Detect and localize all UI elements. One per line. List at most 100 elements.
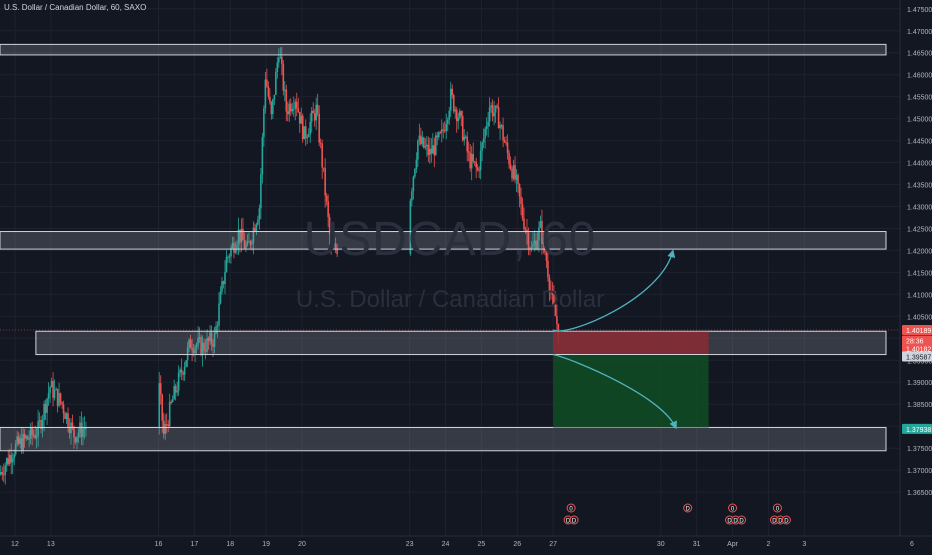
candle-body [460, 111, 463, 116]
candle-body [454, 109, 457, 112]
candle-body [249, 241, 252, 245]
event-marker: D [683, 503, 693, 513]
candle [541, 209, 543, 255]
candle [548, 274, 551, 302]
candle [496, 103, 498, 109]
candle-body [517, 174, 519, 184]
candle [194, 344, 196, 363]
candle [295, 92, 298, 117]
candle [221, 276, 223, 295]
candle [195, 342, 198, 356]
candle-body [185, 360, 187, 367]
candle [437, 131, 440, 140]
candle [284, 81, 286, 102]
candle-body [446, 119, 449, 124]
date-tick-label: Apr [727, 541, 739, 548]
candle-body [285, 89, 288, 112]
date-tick-label: 23 [406, 541, 414, 548]
candle-body [191, 348, 193, 351]
candle-body [56, 388, 59, 406]
candle-body [461, 115, 464, 141]
candle-body [429, 148, 431, 155]
candle-body [194, 347, 196, 354]
candle [301, 113, 304, 143]
candle-body [210, 332, 213, 344]
candle [273, 94, 276, 106]
candle-body [198, 337, 201, 339]
candle-body [261, 137, 264, 175]
candle-body [511, 168, 513, 179]
candle [10, 443, 13, 475]
candle-body [295, 101, 298, 109]
candle-body [73, 426, 75, 438]
price-label-text: 1.40189 [906, 328, 931, 335]
candle-body [171, 399, 174, 403]
candle [494, 105, 497, 123]
candle-body [10, 454, 13, 463]
candle [461, 110, 464, 142]
candle-body [502, 125, 504, 141]
candle [177, 365, 180, 396]
candle-body [325, 195, 328, 202]
candle-body [541, 220, 543, 245]
candle-body [297, 108, 300, 112]
candle [451, 84, 454, 99]
candle-body [445, 123, 448, 132]
candle [25, 434, 27, 442]
candle [49, 385, 51, 403]
candle-body [67, 413, 69, 428]
candle-body [248, 241, 250, 243]
candle-body [275, 71, 277, 95]
candle [5, 457, 8, 472]
date-tick-label: 25 [477, 541, 485, 548]
candle [67, 407, 69, 433]
candle-body [497, 107, 500, 129]
candle-body [34, 434, 36, 438]
candle-body [532, 243, 534, 248]
candle [424, 138, 427, 150]
date-tick-label: 2 [766, 541, 770, 548]
candle [294, 98, 297, 121]
price-tick-label: 1.47500 [907, 7, 932, 14]
candle [327, 194, 329, 228]
time-axis: 12 13 16 17 18 19 20 23 24 25 26 27 30 31 Apr 2 3 6 [0, 535, 932, 550]
candle-body [470, 154, 473, 169]
candle-body [35, 436, 38, 438]
candle-body [448, 110, 451, 120]
candle-body [19, 438, 21, 444]
candle-body [281, 56, 283, 64]
candle [491, 99, 494, 122]
candle [500, 123, 503, 130]
candle-body [273, 94, 276, 100]
price-label-text: 1.37938 [906, 427, 931, 434]
price-label-text: 28:36 [906, 338, 924, 345]
event-badge-text: D [772, 519, 777, 525]
candle [488, 97, 491, 127]
candle-body [303, 126, 306, 140]
candle-body [469, 152, 471, 169]
candle-body [481, 142, 483, 151]
candle [309, 113, 312, 143]
candle-body [535, 240, 537, 249]
candle [464, 134, 467, 140]
candle [286, 101, 289, 122]
candle [442, 122, 445, 139]
date-tick-label: 17 [190, 541, 198, 548]
date-tick-label: 16 [155, 541, 163, 548]
candle [514, 156, 516, 184]
candle-body [334, 243, 337, 249]
candle [171, 395, 174, 403]
candle-body [313, 113, 316, 121]
candle [191, 339, 193, 362]
zone-bottom [0, 426, 887, 452]
candle [446, 117, 449, 132]
candle-body [62, 404, 65, 414]
candle [22, 428, 24, 454]
candle [207, 336, 210, 350]
candle-body [32, 434, 35, 436]
candle [276, 56, 279, 79]
candle [532, 232, 534, 249]
candle-body [186, 347, 189, 361]
candle-body [13, 454, 16, 459]
